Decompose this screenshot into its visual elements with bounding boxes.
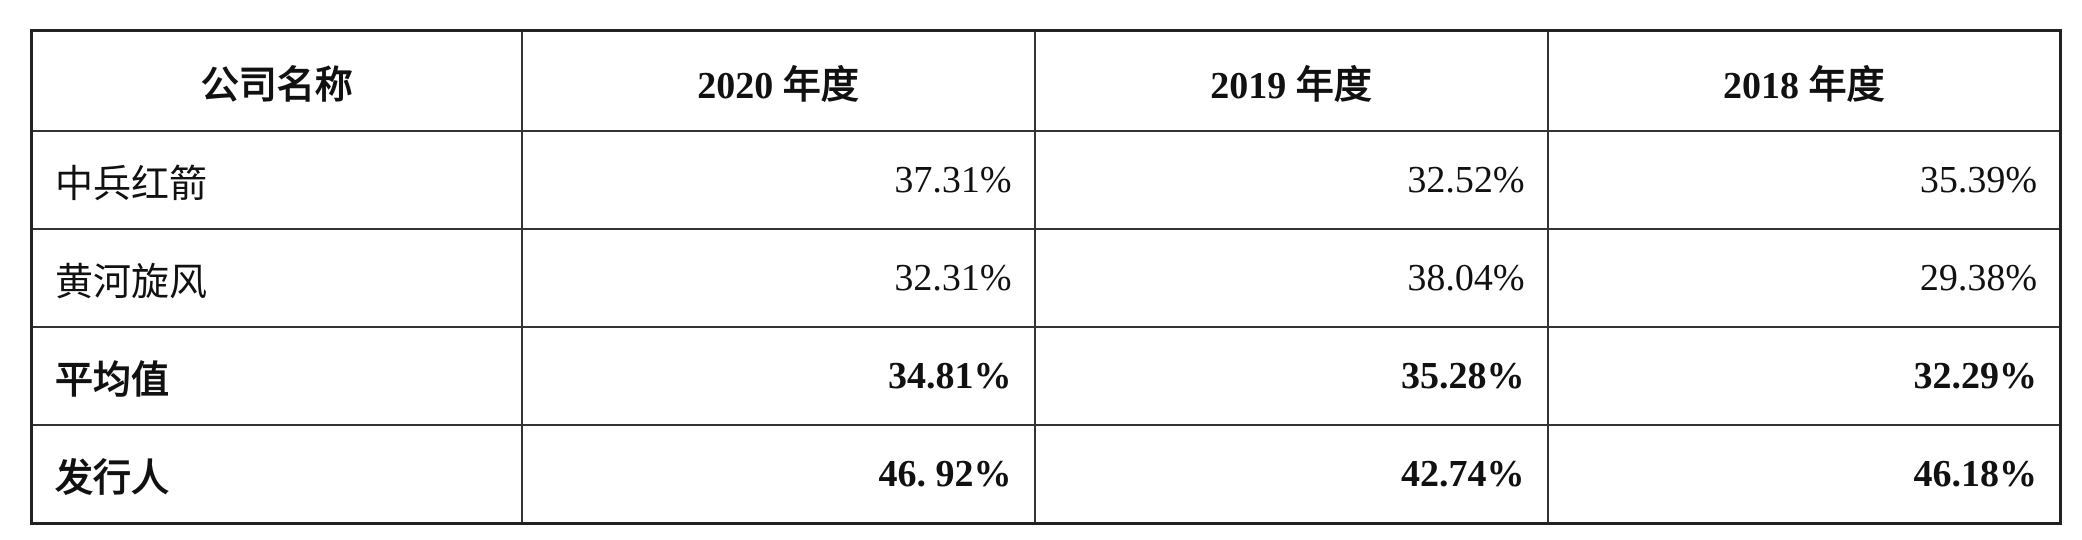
- header-cell: 2020 年度: [520, 29, 1036, 132]
- value-cell: 34.81%: [520, 326, 1036, 426]
- value-cell: 42.74%: [1033, 424, 1549, 525]
- value-cell: 46.18%: [1546, 424, 2062, 525]
- company-cell: 发行人: [30, 424, 523, 525]
- value-cell: 32.52%: [1033, 130, 1549, 230]
- company-cell: 中兵红箭: [30, 130, 523, 230]
- header-cell: 公司名称: [30, 29, 523, 132]
- header-cell: 2019 年度: [1033, 29, 1549, 132]
- value-cell: 29.38%: [1546, 228, 2062, 328]
- value-cell: 35.39%: [1546, 130, 2062, 230]
- table-row: 黄河旋风 32.31% 38.04% 29.38%: [30, 228, 2062, 328]
- table-row: 平均值 34.81% 35.28% 32.29%: [30, 326, 2062, 426]
- value-cell: 37.31%: [520, 130, 1036, 230]
- company-cell: 平均值: [30, 326, 523, 426]
- header-row: 公司名称 2020 年度 2019 年度 2018 年度: [30, 29, 2062, 132]
- value-cell: 38.04%: [1033, 228, 1549, 328]
- table-row: 发行人 46. 92% 42.74% 46.18%: [30, 424, 2062, 525]
- header-cell: 2018 年度: [1546, 29, 2062, 132]
- table-body: 中兵红箭 37.31% 32.52% 35.39% 黄河旋风 32.31% 38.04% 29…: [30, 130, 2062, 525]
- value-cell: 32.29%: [1546, 326, 2062, 426]
- value-cell: 35.28%: [1033, 326, 1549, 426]
- table-row: 中兵红箭 37.31% 32.52% 35.39%: [30, 130, 2062, 230]
- value-cell: 46. 92%: [520, 424, 1036, 525]
- company-cell: 黄河旋风: [30, 228, 523, 328]
- value-cell: 32.31%: [520, 228, 1036, 328]
- data-table: 公司名称 2020 年度 2019 年度 2018 年度 中兵红箭 37.31% 3…: [30, 29, 2062, 525]
